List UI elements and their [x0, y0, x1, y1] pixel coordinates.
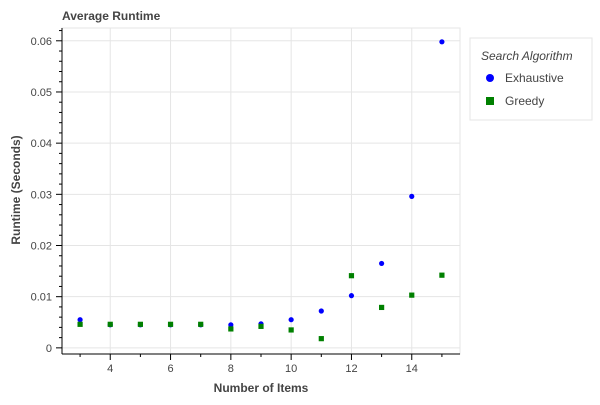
- greedy-point: [228, 326, 234, 332]
- greedy-point: [288, 327, 294, 333]
- y-tick-label: 0: [46, 343, 52, 355]
- greedy-point: [379, 304, 385, 311]
- greedy-point: [77, 321, 83, 327]
- greedy-point: [198, 321, 204, 327]
- legend-marker-greedy: [486, 97, 494, 105]
- axes: 4 6 8 10 12 14 0 0.01 0.02 0.03 0.04 0.05 0.06: [31, 28, 460, 375]
- exhaustive-point: [348, 293, 355, 299]
- y-tick-label: 0.05: [31, 87, 52, 99]
- exhaustive-point: [379, 260, 385, 267]
- greedy-point: [409, 292, 415, 298]
- exhaustive-point: [439, 39, 445, 45]
- legend-label-greedy: Greedy: [505, 94, 544, 108]
- legend-label-exhaustive: Exhaustive: [505, 71, 564, 85]
- exhaustive-point: [77, 317, 83, 323]
- y-tick-label: 0.02: [31, 241, 52, 253]
- x-tick-label: 4: [107, 363, 113, 375]
- x-axis-title: Number of Items: [214, 381, 309, 395]
- y-tick-label: 0.03: [31, 189, 52, 201]
- greedy-point: [439, 272, 445, 278]
- x-tick-label: 14: [406, 363, 418, 375]
- exhaustive-point: [409, 193, 415, 199]
- exhaustive-point: [288, 317, 294, 323]
- y-tick-label: 0.01: [31, 292, 52, 304]
- legend: Search Algorithm Exhaustive Greedy: [469, 37, 593, 121]
- x-tick-label: 8: [228, 363, 234, 375]
- legend-title: Search Algorithm: [481, 49, 573, 63]
- exhaustive-point: [318, 308, 324, 314]
- greedy-point: [137, 321, 143, 327]
- greedy-point: [167, 321, 174, 327]
- exhaustive-point: [228, 322, 234, 328]
- y-tick-label: 0.04: [31, 138, 52, 150]
- x-tick-label: 6: [167, 363, 173, 375]
- plot-frame: [61, 27, 461, 355]
- greedy-point: [348, 273, 355, 279]
- greedy-point: [258, 323, 264, 329]
- grid: [61, 27, 461, 355]
- legend-marker-exhaustive: [486, 74, 494, 82]
- x-tick-label: 10: [285, 363, 297, 375]
- x-tick-label: 12: [345, 363, 357, 375]
- greedy-point: [107, 321, 113, 327]
- data-points: [77, 39, 445, 342]
- greedy-point: [318, 336, 324, 342]
- chart-title: Average Runtime: [62, 9, 161, 23]
- y-axis-title: Runtime (Seconds): [9, 135, 23, 244]
- y-tick-label: 0.06: [31, 36, 52, 48]
